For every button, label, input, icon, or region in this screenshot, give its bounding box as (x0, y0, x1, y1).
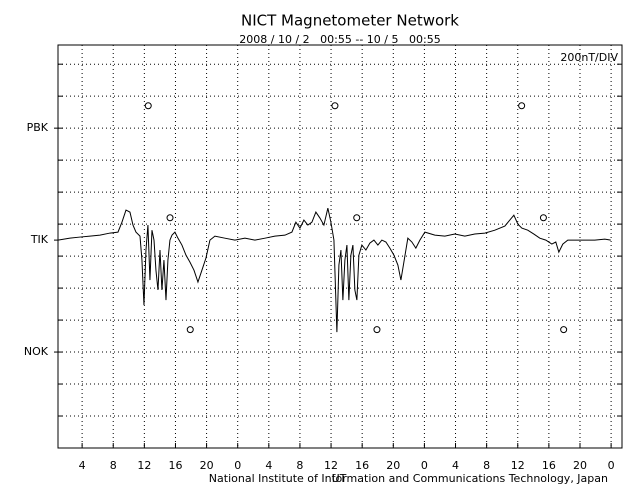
x-tick-label: 12 (511, 459, 525, 472)
marker (373, 326, 381, 334)
marker (353, 214, 361, 222)
marker (186, 326, 194, 334)
x-axis-label: UT (332, 472, 347, 485)
x-tick-label: 20 (386, 459, 400, 472)
marker (166, 214, 174, 222)
x-tick-label: 20 (200, 459, 214, 472)
plot-frame (57, 44, 623, 449)
x-tick-label: 20 (573, 459, 587, 472)
x-tick-label: 16 (168, 459, 182, 472)
marker (560, 326, 568, 334)
x-tick-label: 8 (296, 459, 303, 472)
x-tick-label: 16 (355, 459, 369, 472)
x-tick-label: 0 (421, 459, 428, 472)
chart-subtitle: 2008 / 10 / 2 00:55 -- 10 / 5 00:55 (239, 33, 440, 46)
chart-title: NICT Magnetometer Network (241, 12, 459, 30)
x-tick-label: 4 (452, 459, 459, 472)
x-tick-label: 8 (110, 459, 117, 472)
footer: National Institute of Information and Co… (209, 472, 608, 485)
x-tick-label: 12 (137, 459, 151, 472)
marker (539, 214, 547, 222)
x-tick-label: 4 (79, 459, 86, 472)
x-tick-label: 0 (234, 459, 241, 472)
marker (144, 102, 152, 110)
x-tick-label: 4 (265, 459, 272, 472)
x-tick-label: 8 (483, 459, 490, 472)
y-tick-label: TIK (30, 233, 49, 246)
scale-label: 200nT/DIV (560, 51, 618, 64)
y-tick-label: NOK (24, 345, 49, 358)
x-tick-label: 0 (608, 459, 615, 472)
x-tick-label: 12 (324, 459, 338, 472)
y-tick-label: PBK (27, 121, 49, 134)
marker (331, 102, 339, 110)
trace-line (57, 208, 611, 333)
x-tick-label: 16 (542, 459, 556, 472)
marker (518, 102, 526, 110)
